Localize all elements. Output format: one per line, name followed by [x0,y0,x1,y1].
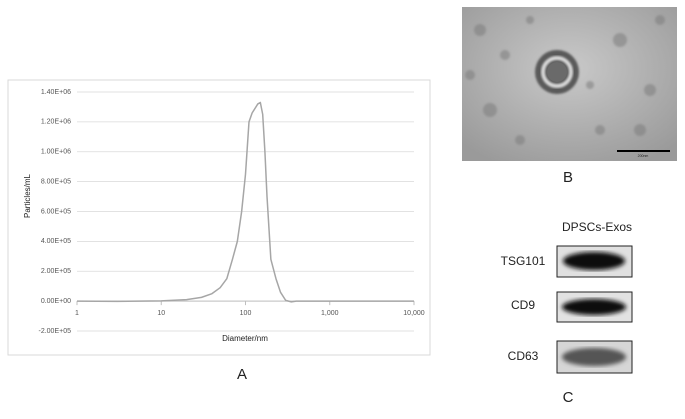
y-tick-label: 0.00E+00 [41,298,71,305]
tem-image: 200nm [462,7,677,161]
panel-label: A [237,366,247,383]
x-tick-label: 100 [240,310,252,317]
y-tick-label: 8.00E+05 [41,178,71,185]
blot-column-label: DPSCs-Exos [562,220,632,234]
y-tick-label: 2.00E+05 [41,268,71,275]
y-tick-label: 4.00E+05 [41,238,71,245]
panel-label: C [563,389,574,406]
blot-bands [556,245,633,374]
y-tick-label: -2.00E+05 [39,328,72,335]
x-tick-label: 10 [157,310,165,317]
plot: -2.00E+05 0.00E+00 2.00E+05 4.00E+05 6.00E+0… [39,89,425,335]
y-tick-label: 1.40E+06 [41,89,71,96]
blot-row-label: CD9 [511,298,535,312]
panel-label: B [563,169,573,186]
y-axis-label: Particles/mL [23,173,32,218]
x-tick-label: 10,000 [403,310,425,317]
y-tick-label: 1.20E+06 [41,119,71,126]
data-line [76,101,414,303]
x-tick-label: 1,000 [321,310,339,317]
y-tick-label: 1.00E+06 [41,149,71,156]
x-axis-label: Diameter/nm [222,334,268,343]
blot-row-label: TSG101 [501,254,546,268]
x-tick-label: 1 [75,310,79,317]
chart-frame [7,79,431,356]
blot-row-label: CD63 [508,349,539,363]
scale-bar-label: 200nm [638,154,649,158]
y-tick-label: 6.00E+05 [41,208,71,215]
